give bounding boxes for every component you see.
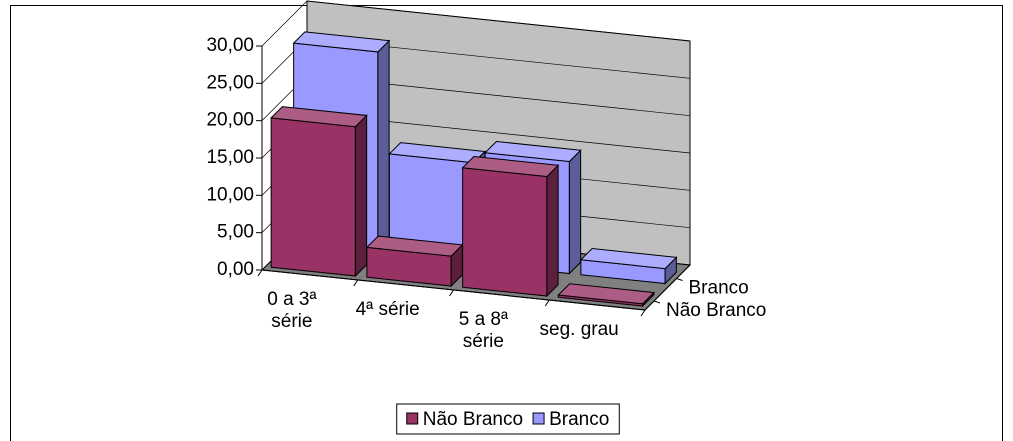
legend-swatch	[406, 412, 419, 425]
depth-tick	[676, 278, 683, 281]
legend-swatch	[532, 412, 545, 425]
x-tick-label: seg. grau	[539, 319, 619, 340]
x-tick	[353, 279, 359, 287]
x-tick-label: 0 a 3ª série	[267, 289, 317, 332]
legend-label: Não Branco	[423, 409, 523, 430]
legend-label: Branco	[549, 409, 609, 430]
bar-top	[557, 283, 655, 305]
x-tick	[640, 309, 646, 317]
x-tick	[257, 269, 263, 277]
y-tick-label: 30,00	[206, 35, 254, 56]
y-tick-label: 0,00	[217, 259, 254, 280]
y-tick-label: 5,00	[217, 222, 254, 243]
depth-tick	[653, 300, 661, 304]
depth-label: Não Branco	[666, 300, 766, 321]
bar-side	[546, 164, 559, 298]
legend-box	[396, 403, 620, 435]
y-tick-label: 20,00	[206, 110, 254, 131]
x-tick-label: 5 a 8ª série	[458, 309, 509, 352]
depth-axis	[644, 264, 691, 311]
bar-front	[270, 117, 356, 277]
bar-side	[354, 114, 368, 278]
bar-side	[568, 149, 582, 275]
x-tick-label: 4ª série	[355, 299, 420, 320]
bar-top	[388, 142, 486, 164]
bar-top	[484, 140, 582, 163]
chart-border	[10, 5, 1003, 441]
x-tick	[544, 299, 550, 307]
bar-top	[292, 31, 391, 53]
depth-label: Branco	[689, 278, 749, 299]
bar-front	[462, 167, 548, 297]
y-tick-diag	[261, 0, 308, 47]
bar-top	[270, 106, 368, 128]
y-tick-label: 15,00	[206, 147, 254, 168]
x-tick	[449, 289, 454, 297]
y-tick-label: 25,00	[206, 72, 254, 93]
y-tick-label: 10,00	[206, 184, 254, 205]
bar-top	[461, 155, 560, 178]
bar-side	[377, 39, 390, 255]
grid-line	[306, 0, 691, 42]
bar-top	[579, 248, 678, 270]
